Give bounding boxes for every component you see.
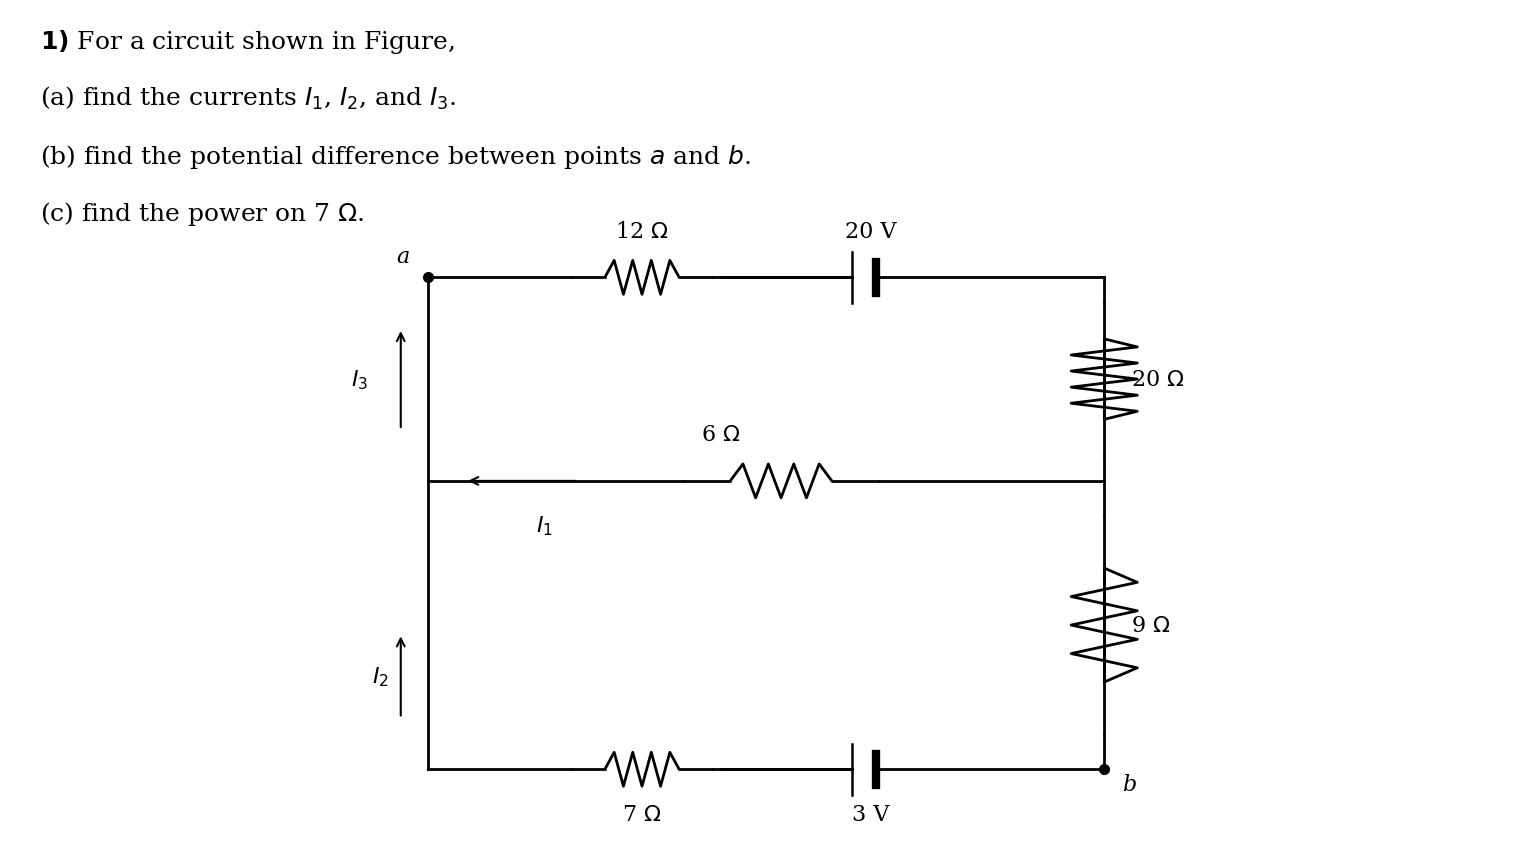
Text: 20 $\Omega$: 20 $\Omega$	[1132, 369, 1185, 391]
Text: 3 V: 3 V	[853, 803, 890, 825]
Text: $I_3$: $I_3$	[350, 368, 367, 392]
Text: $I_1$: $I_1$	[536, 513, 552, 537]
Text: a: a	[396, 246, 410, 268]
Text: (a) find the currents $I_1$, $I_2$, and $I_3$.: (a) find the currents $I_1$, $I_2$, and …	[39, 85, 457, 112]
Text: 20 V: 20 V	[845, 220, 897, 243]
Text: (c) find the power on 7 $\Omega$.: (c) find the power on 7 $\Omega$.	[39, 200, 364, 228]
Text: 12 $\Omega$: 12 $\Omega$	[616, 220, 669, 243]
Text: b: b	[1123, 773, 1136, 796]
Text: (b) find the potential difference between points $a$ and $b$.: (b) find the potential difference betwee…	[39, 142, 751, 170]
Text: $I_2$: $I_2$	[372, 665, 388, 688]
Text: 9 $\Omega$: 9 $\Omega$	[1132, 615, 1171, 636]
Text: $\mathbf{1)}$ For a circuit shown in Figure,: $\mathbf{1)}$ For a circuit shown in Fig…	[39, 28, 455, 56]
Text: 7 $\Omega$: 7 $\Omega$	[622, 803, 661, 825]
Text: 6 $\Omega$: 6 $\Omega$	[701, 424, 740, 446]
